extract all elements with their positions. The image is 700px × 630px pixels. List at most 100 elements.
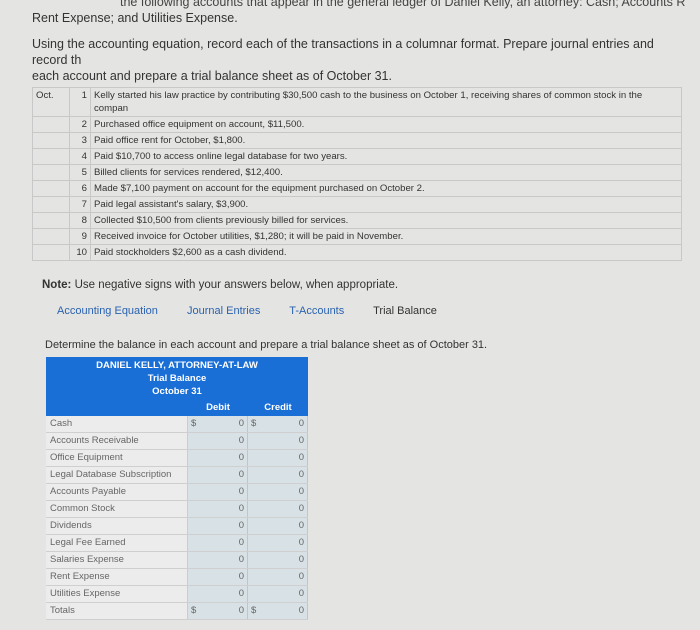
credit-input[interactable]: 0 bbox=[248, 433, 308, 449]
debit-input[interactable]: 0 bbox=[188, 450, 248, 466]
transaction-month: Oct. bbox=[32, 87, 70, 117]
debit-value: 0 bbox=[238, 605, 244, 616]
credit-header: Credit bbox=[264, 402, 292, 413]
debit-input[interactable]: 0 bbox=[188, 552, 248, 568]
account-name: Dividends bbox=[46, 518, 188, 534]
currency-symbol: $ bbox=[251, 605, 257, 616]
trial-balance-row: Legal Database Subscription 0 0 bbox=[46, 467, 308, 484]
credit-input[interactable]: 0 bbox=[248, 450, 308, 466]
trial-balance-row: Legal Fee Earned 0 0 bbox=[46, 535, 308, 552]
debit-value: 0 bbox=[238, 554, 244, 565]
tab-journal-entries[interactable]: Journal Entries bbox=[186, 305, 261, 317]
debit-value: 0 bbox=[238, 588, 244, 599]
debit-value: 0 bbox=[238, 537, 244, 548]
trial-balance-row: Common Stock 0 0 bbox=[46, 501, 308, 518]
credit-value: 0 bbox=[298, 418, 304, 429]
credit-input[interactable]: 0 bbox=[248, 501, 308, 517]
trial-balance-row: Accounts Receivable 0 0 bbox=[46, 433, 308, 450]
credit-input[interactable]: 0 bbox=[248, 484, 308, 500]
debit-value: 0 bbox=[238, 418, 244, 429]
account-name: Cash bbox=[46, 416, 188, 432]
debit-input[interactable]: $0 bbox=[188, 416, 248, 432]
transaction-row: 9 Received invoice for October utilities,… bbox=[32, 228, 682, 245]
transaction-day: 10 bbox=[69, 244, 91, 261]
transaction-day: 8 bbox=[69, 212, 91, 229]
debit-input[interactable]: $0 bbox=[188, 603, 248, 619]
debit-input[interactable]: 0 bbox=[188, 518, 248, 534]
credit-value: 0 bbox=[298, 503, 304, 514]
tab-accounting-equation[interactable]: Accounting Equation bbox=[57, 305, 158, 317]
transaction-row: 8 Collected $10,500 from clients previous… bbox=[32, 212, 682, 229]
instruction: Determine the balance in each account an… bbox=[45, 339, 488, 351]
account-name: Office Equipment bbox=[46, 450, 188, 466]
debit-value: 0 bbox=[238, 469, 244, 480]
credit-value: 0 bbox=[298, 435, 304, 446]
trial-balance-row: Utilities Expense 0 0 bbox=[46, 586, 308, 603]
transaction-month bbox=[32, 148, 70, 165]
trial-balance-row: Salaries Expense 0 0 bbox=[46, 552, 308, 569]
trial-balance-header: DANIEL KELLY, ATTORNEY-AT-LAW Trial Bala… bbox=[46, 357, 308, 416]
trial-balance-row: Cash $0 $0 bbox=[46, 416, 308, 433]
credit-value: 0 bbox=[298, 469, 304, 480]
debit-header: Debit bbox=[206, 402, 230, 413]
statement-date: October 31 bbox=[152, 386, 202, 397]
debit-input[interactable]: 0 bbox=[188, 535, 248, 551]
debit-value: 0 bbox=[238, 520, 244, 531]
account-name: Rent Expense bbox=[46, 569, 188, 585]
transaction-month bbox=[32, 116, 70, 133]
intro-line-1: Rent Expense; and Utilities Expense. bbox=[32, 11, 238, 25]
note-text: Use negative signs with your answers bel… bbox=[71, 279, 399, 291]
account-name: Totals bbox=[46, 603, 188, 619]
account-name: Accounts Receivable bbox=[46, 433, 188, 449]
debit-input[interactable]: 0 bbox=[188, 433, 248, 449]
transaction-text: Billed clients for services rendered, $1… bbox=[90, 164, 682, 181]
credit-input[interactable]: 0 bbox=[248, 569, 308, 585]
transaction-row: 3 Paid office rent for October, $1,800. bbox=[32, 132, 682, 149]
transaction-month bbox=[32, 180, 70, 197]
credit-input[interactable]: 0 bbox=[248, 518, 308, 534]
transaction-row: 6 Made $7,100 payment on account for the … bbox=[32, 180, 682, 197]
debit-input[interactable]: 0 bbox=[188, 501, 248, 517]
credit-input[interactable]: 0 bbox=[248, 535, 308, 551]
credit-input[interactable]: 0 bbox=[248, 586, 308, 602]
transaction-day: 5 bbox=[69, 164, 91, 181]
transaction-text: Purchased office equipment on account, $… bbox=[90, 116, 682, 133]
transaction-month bbox=[32, 212, 70, 229]
account-name: Common Stock bbox=[46, 501, 188, 517]
credit-input[interactable]: $0 bbox=[248, 603, 308, 619]
debit-input[interactable]: 0 bbox=[188, 569, 248, 585]
currency-symbol: $ bbox=[191, 418, 197, 429]
transaction-row: 2 Purchased office equipment on account, … bbox=[32, 116, 682, 133]
debit-input[interactable]: 0 bbox=[188, 467, 248, 483]
transaction-row: 4 Paid $10,700 to access online legal dat… bbox=[32, 148, 682, 165]
transaction-text: Paid stockholders $2,600 as a cash divid… bbox=[90, 244, 682, 261]
transaction-day: 7 bbox=[69, 196, 91, 213]
credit-value: 0 bbox=[298, 554, 304, 565]
credit-input[interactable]: 0 bbox=[248, 552, 308, 568]
transaction-text: Made $7,100 payment on account for the e… bbox=[90, 180, 682, 197]
debit-input[interactable]: 0 bbox=[188, 484, 248, 500]
transaction-month bbox=[32, 244, 70, 261]
debit-value: 0 bbox=[238, 435, 244, 446]
intro-line-0: the following accounts that appear in th… bbox=[120, 0, 686, 9]
trial-balance-row: Dividends 0 0 bbox=[46, 518, 308, 535]
debit-input[interactable]: 0 bbox=[188, 586, 248, 602]
trial-balance: DANIEL KELLY, ATTORNEY-AT-LAW Trial Bala… bbox=[46, 357, 308, 620]
tab-t-accounts[interactable]: T-Accounts bbox=[289, 305, 345, 317]
tab-trial-balance[interactable]: Trial Balance bbox=[373, 305, 437, 317]
credit-value: 0 bbox=[298, 605, 304, 616]
note-label: Note: bbox=[42, 279, 72, 291]
account-name: Accounts Payable bbox=[46, 484, 188, 500]
transaction-row: Oct. 1 Kelly started his law practice by c… bbox=[32, 87, 682, 117]
account-name: Legal Fee Earned bbox=[46, 535, 188, 551]
currency-symbol: $ bbox=[191, 605, 197, 616]
credit-input[interactable]: $0 bbox=[248, 416, 308, 432]
note: Note: Use negative signs with your answe… bbox=[42, 279, 690, 291]
credit-input[interactable]: 0 bbox=[248, 467, 308, 483]
transaction-text: Kelly started his law practice by contri… bbox=[90, 87, 682, 117]
debit-value: 0 bbox=[238, 486, 244, 497]
trial-balance-row: Rent Expense 0 0 bbox=[46, 569, 308, 586]
transaction-month bbox=[32, 164, 70, 181]
transaction-day: 4 bbox=[69, 148, 91, 165]
